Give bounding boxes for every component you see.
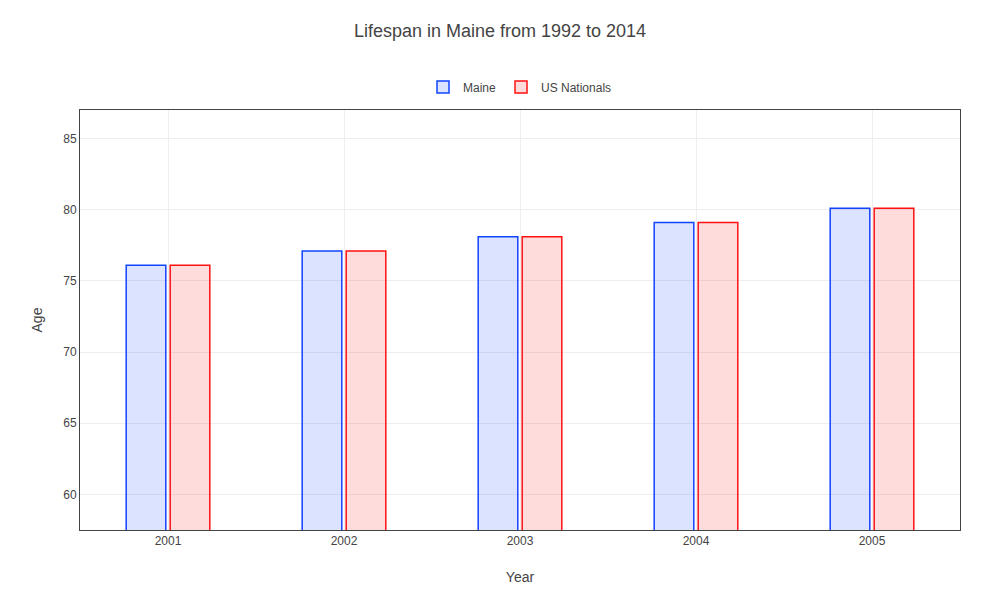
svg-text:US Nationals: US Nationals — [541, 81, 611, 95]
svg-text:2005: 2005 — [859, 534, 886, 548]
svg-text:2004: 2004 — [683, 534, 710, 548]
svg-text:60: 60 — [63, 488, 77, 502]
svg-text:80: 80 — [63, 203, 77, 217]
svg-text:Lifespan in Maine from 1992 to: Lifespan in Maine from 1992 to 2014 — [354, 21, 646, 41]
svg-text:Age: Age — [29, 307, 45, 332]
svg-text:2003: 2003 — [507, 534, 534, 548]
svg-text:65: 65 — [63, 416, 77, 430]
svg-text:2001: 2001 — [155, 534, 182, 548]
svg-text:70: 70 — [63, 345, 77, 359]
svg-text:75: 75 — [63, 274, 77, 288]
svg-text:Maine: Maine — [463, 81, 496, 95]
svg-text:2002: 2002 — [331, 534, 358, 548]
svg-text:85: 85 — [63, 132, 77, 146]
svg-text:Year: Year — [506, 569, 535, 585]
